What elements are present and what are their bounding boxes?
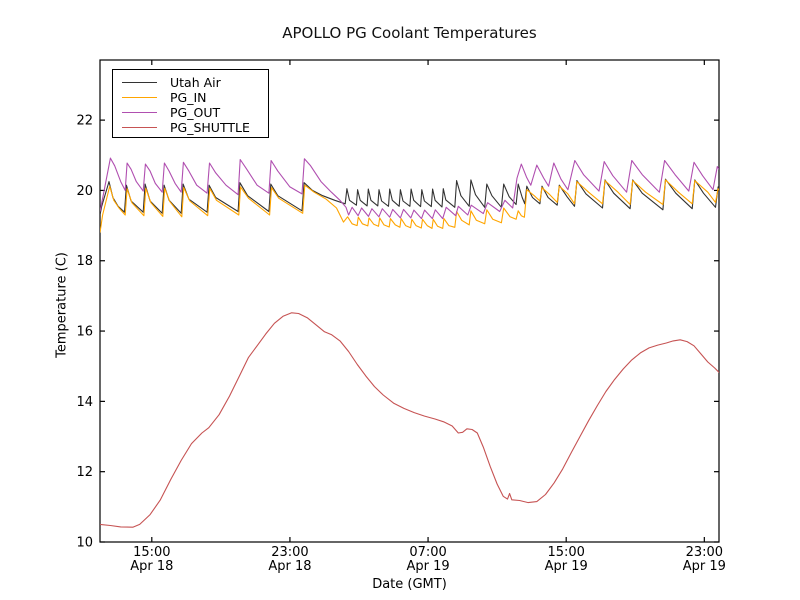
legend-item-Utah-Air: Utah Air [113, 75, 268, 90]
legend-line-sample [122, 112, 157, 113]
tick-marks [100, 60, 719, 543]
y-axis-label: Temperature (C) [54, 252, 70, 358]
y-tick-label: 18 [76, 254, 93, 269]
legend-label: PG_SHUTTLE [170, 120, 250, 135]
legend-label: PG_IN [170, 90, 207, 105]
x-tick-label-date: Apr 18 [268, 559, 311, 574]
x-tick-label: 07:00 [409, 545, 446, 560]
legend-label: Utah Air [170, 75, 221, 90]
legend-line-sample [122, 97, 157, 98]
legend-line-sample [122, 127, 157, 128]
legend-label: PG_OUT [170, 105, 221, 120]
axes-frame [99, 59, 720, 543]
x-tick-label-date: Apr 19 [545, 559, 588, 574]
x-tick-label-date: Apr 19 [406, 559, 449, 574]
x-tick-label-date: Apr 19 [683, 559, 726, 574]
series-line-PG_OUT [100, 157, 719, 220]
y-tick-label: 16 [76, 325, 93, 340]
series-line-PG_IN [100, 179, 719, 233]
series-line-PG_SHUTTLE [100, 312, 719, 528]
y-tick-label: 10 [76, 536, 93, 551]
legend-item-PG_SHUTTLE: PG_SHUTTLE [113, 120, 268, 135]
x-tick-label: 15:00 [547, 545, 584, 560]
x-tick-label: 23:00 [271, 545, 308, 560]
y-tick-label: 14 [76, 395, 93, 410]
x-tick-label: 23:00 [686, 545, 723, 560]
y-tick-label: 12 [76, 465, 93, 480]
series-line-Utah-Air [100, 178, 719, 216]
legend-item-PG_IN: PG_IN [113, 90, 268, 105]
y-tick-label: 22 [76, 114, 93, 129]
legend-line-sample [122, 82, 157, 83]
x-axis-label: Date (GMT) [372, 577, 447, 592]
x-tick-label: 15:00 [133, 545, 170, 560]
legend-item-PG_OUT: PG_OUT [113, 105, 268, 120]
y-tick-label: 20 [76, 184, 93, 199]
chart-title: APOLLO PG Coolant Temperatures [282, 24, 537, 42]
x-tick-label-date: Apr 18 [130, 559, 173, 574]
legend: Utah Air PG_IN PG_OUT PG_SHUTTLE [112, 69, 269, 138]
